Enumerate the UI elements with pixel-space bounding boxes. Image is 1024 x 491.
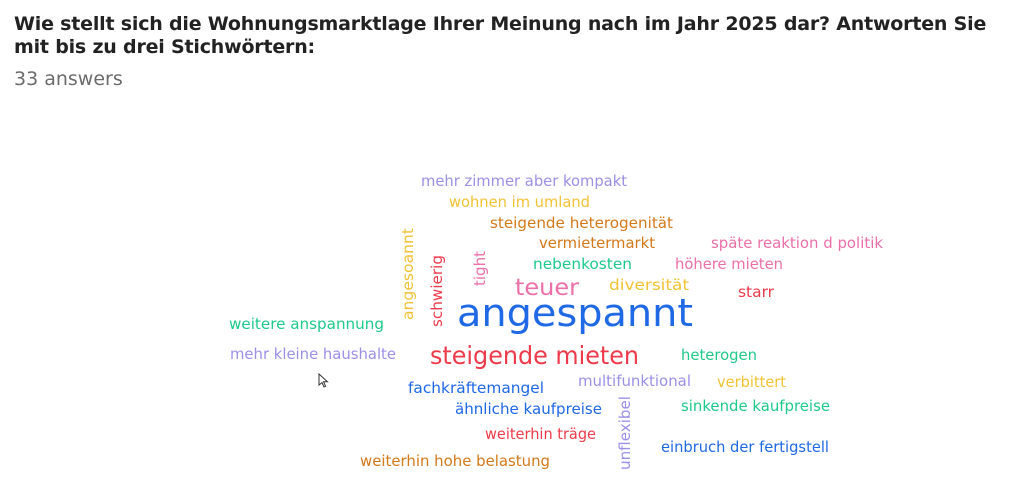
word-mehr-kleine-haushalte: mehr kleine haushalte bbox=[230, 345, 396, 363]
word-nebenkosten: nebenkosten bbox=[533, 255, 632, 273]
word-späte-reaktion-d-politik: späte reaktion d politik bbox=[711, 234, 883, 252]
word-steigende-mieten: steigende mieten bbox=[430, 341, 639, 370]
word-tight: tight bbox=[471, 251, 489, 286]
mouse-pointer-icon bbox=[318, 373, 329, 388]
question-title: Wie stellt sich die Wohnungsmarktlage Ih… bbox=[14, 13, 987, 58]
word-weiterhin-träge: weiterhin träge bbox=[485, 425, 596, 443]
word-einbruch-der-fertigstell: einbruch der fertigstell bbox=[661, 438, 829, 456]
word-ähnliche-kaufpreise: ähnliche kaufpreise bbox=[455, 400, 602, 418]
word-steigende-heterogenität: steigende heterogenität bbox=[490, 214, 673, 232]
word-teuer: teuer bbox=[515, 275, 580, 301]
word-angesoannt: angesoannt bbox=[399, 228, 417, 320]
word-höhere-mieten: höhere mieten bbox=[675, 255, 783, 273]
word-weiterhin-hohe-belastung: weiterhin hohe belastung bbox=[360, 452, 550, 470]
word-starr: starr bbox=[738, 283, 775, 301]
word-heterogen: heterogen bbox=[681, 346, 757, 364]
word-wohnen-im-umland: wohnen im umland bbox=[449, 193, 590, 211]
answer-count: 33 answers bbox=[14, 68, 123, 90]
word-angespannt: angespannt bbox=[457, 291, 693, 335]
word-fachkräftemangel: fachkräftemangel bbox=[408, 379, 544, 397]
word-schwierig: schwierig bbox=[428, 255, 446, 327]
word-sinkende-kaufpreise: sinkende kaufpreise bbox=[681, 397, 830, 415]
word-diversität: diversität bbox=[609, 276, 689, 294]
word-multifunktional: multifunktional bbox=[578, 372, 691, 390]
word-mehr-zimmer-aber-kompakt: mehr zimmer aber kompakt bbox=[421, 172, 627, 190]
word-vermietermarkt: vermietermarkt bbox=[539, 234, 655, 252]
word-weitere-anspannung: weitere anspannung bbox=[229, 315, 384, 333]
word-verbittert: verbittert bbox=[717, 373, 786, 391]
word-unflexibel: unflexibel bbox=[616, 396, 634, 470]
